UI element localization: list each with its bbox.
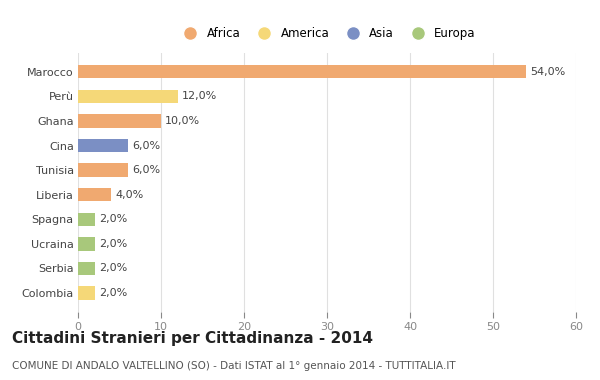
Bar [78,262,95,275]
Bar [78,212,95,226]
Text: COMUNE DI ANDALO VALTELLINO (SO) - Dati ISTAT al 1° gennaio 2014 - TUTTITALIA.IT: COMUNE DI ANDALO VALTELLINO (SO) - Dati … [12,361,455,371]
Bar [78,139,128,152]
Bar [78,90,178,103]
Text: 2,0%: 2,0% [99,239,127,249]
Bar [78,114,161,128]
Text: 6,0%: 6,0% [132,165,160,175]
Text: 54,0%: 54,0% [530,67,566,77]
Bar [78,163,128,177]
Text: 12,0%: 12,0% [182,91,217,101]
Text: 6,0%: 6,0% [132,141,160,150]
Bar [78,65,526,79]
Text: 10,0%: 10,0% [165,116,200,126]
Text: 2,0%: 2,0% [99,214,127,224]
Bar [78,237,95,251]
Text: 4,0%: 4,0% [115,190,143,200]
Bar [78,188,111,201]
Bar [78,286,95,300]
Legend: Africa, America, Asia, Europa: Africa, America, Asia, Europa [176,24,478,42]
Text: Cittadini Stranieri per Cittadinanza - 2014: Cittadini Stranieri per Cittadinanza - 2… [12,331,373,345]
Text: 2,0%: 2,0% [99,263,127,274]
Text: 2,0%: 2,0% [99,288,127,298]
